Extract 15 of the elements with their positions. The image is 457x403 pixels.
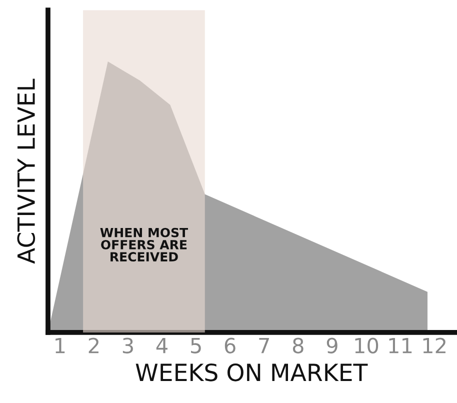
- x-tick-label: 5: [191, 338, 201, 354]
- x-tick-label: 3: [122, 338, 133, 354]
- x-tick-label: 8: [292, 338, 304, 354]
- x-tick-label: 2: [88, 338, 98, 354]
- x-tick-label: 10: [355, 338, 378, 354]
- x-tick-label: 9: [326, 338, 338, 354]
- x-tick-label: 6: [224, 338, 236, 354]
- y-axis-title: ACTIVITY LEVEL: [17, 78, 36, 264]
- x-axis-title: WEEKS ON MARKET: [136, 363, 368, 382]
- x-tick-label: 7: [259, 338, 269, 354]
- x-tick-label: 1: [56, 338, 65, 354]
- x-tick-label: 4: [156, 338, 168, 354]
- band-label: WHEN MOST OFFERS ARE RECEIVED: [100, 228, 188, 262]
- x-tick-label: 11: [389, 338, 412, 354]
- x-tick-label: 12: [423, 338, 446, 354]
